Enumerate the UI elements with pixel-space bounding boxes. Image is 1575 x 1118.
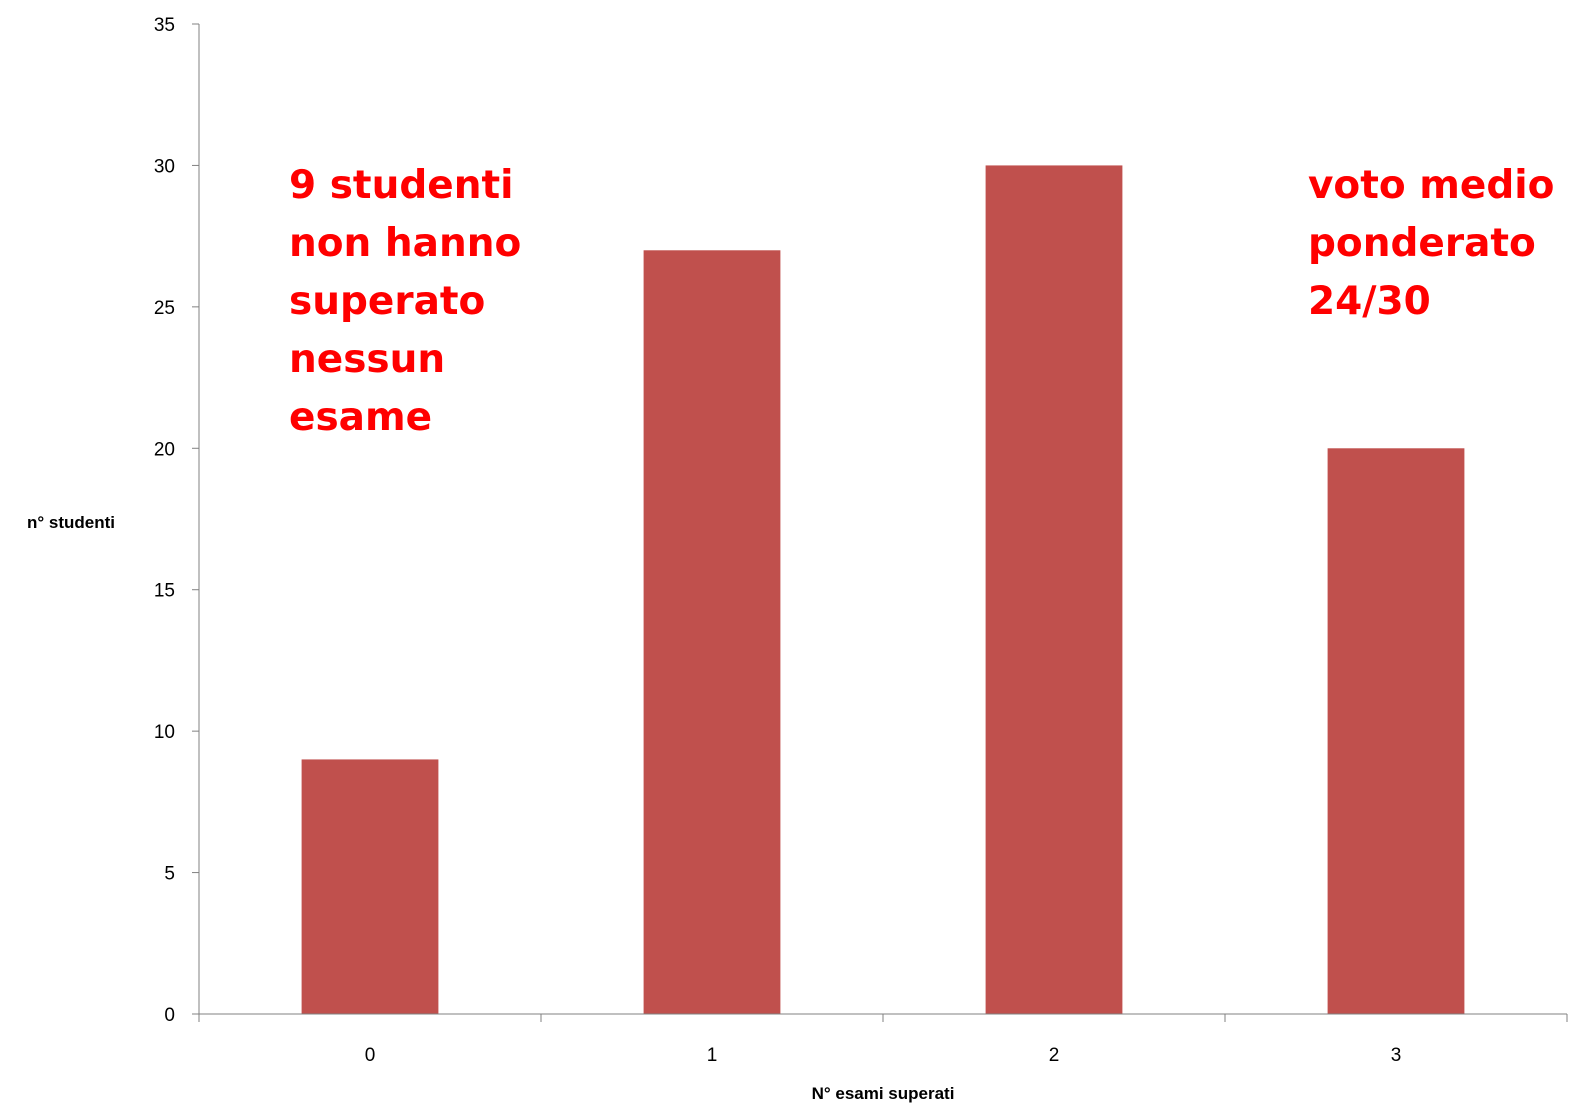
annotation-line: non hanno bbox=[289, 221, 522, 266]
x-axis-title: N° esami superati bbox=[812, 1084, 955, 1103]
annotation-right: voto medio ponderato 24/30 bbox=[1308, 157, 1554, 331]
y-axis-title: n° studenti bbox=[27, 513, 115, 532]
annotation-line: ponderato bbox=[1308, 221, 1536, 266]
tick-labels: 0 5 10 15 20 25 30 35 0 1 2 3 bbox=[154, 15, 1401, 1066]
annotation-line: esame bbox=[289, 395, 433, 440]
y-tick-label: 0 bbox=[164, 1005, 175, 1026]
x-tick-label: 2 bbox=[1049, 1045, 1060, 1066]
y-tick-label: 15 bbox=[154, 581, 175, 602]
axes bbox=[192, 23, 1568, 1022]
y-tick-label: 10 bbox=[154, 722, 175, 743]
annotation-line: 9 studenti bbox=[289, 163, 514, 208]
annotation-line: 24/30 bbox=[1308, 279, 1431, 324]
y-tick-label: 5 bbox=[164, 864, 175, 885]
y-tick-label: 20 bbox=[154, 439, 175, 460]
annotation-left: 9 studenti non hanno superato nessun esa… bbox=[289, 157, 521, 447]
y-tick-label: 25 bbox=[154, 298, 175, 319]
annotation-line: voto medio bbox=[1308, 163, 1555, 208]
annotation-line: superato bbox=[289, 279, 486, 324]
bar-2 bbox=[985, 165, 1123, 1014]
annotation-line: nessun bbox=[289, 337, 446, 382]
bar-1 bbox=[643, 250, 781, 1015]
y-tick-label: 30 bbox=[154, 156, 175, 177]
x-tick-label: 1 bbox=[707, 1045, 718, 1066]
bar-3 bbox=[1327, 448, 1465, 1014]
y-tick-label: 35 bbox=[154, 15, 175, 36]
bar-0 bbox=[301, 759, 439, 1014]
bars bbox=[301, 165, 1465, 1015]
x-tick-label: 3 bbox=[1391, 1045, 1402, 1066]
x-tick-label: 0 bbox=[365, 1045, 376, 1066]
